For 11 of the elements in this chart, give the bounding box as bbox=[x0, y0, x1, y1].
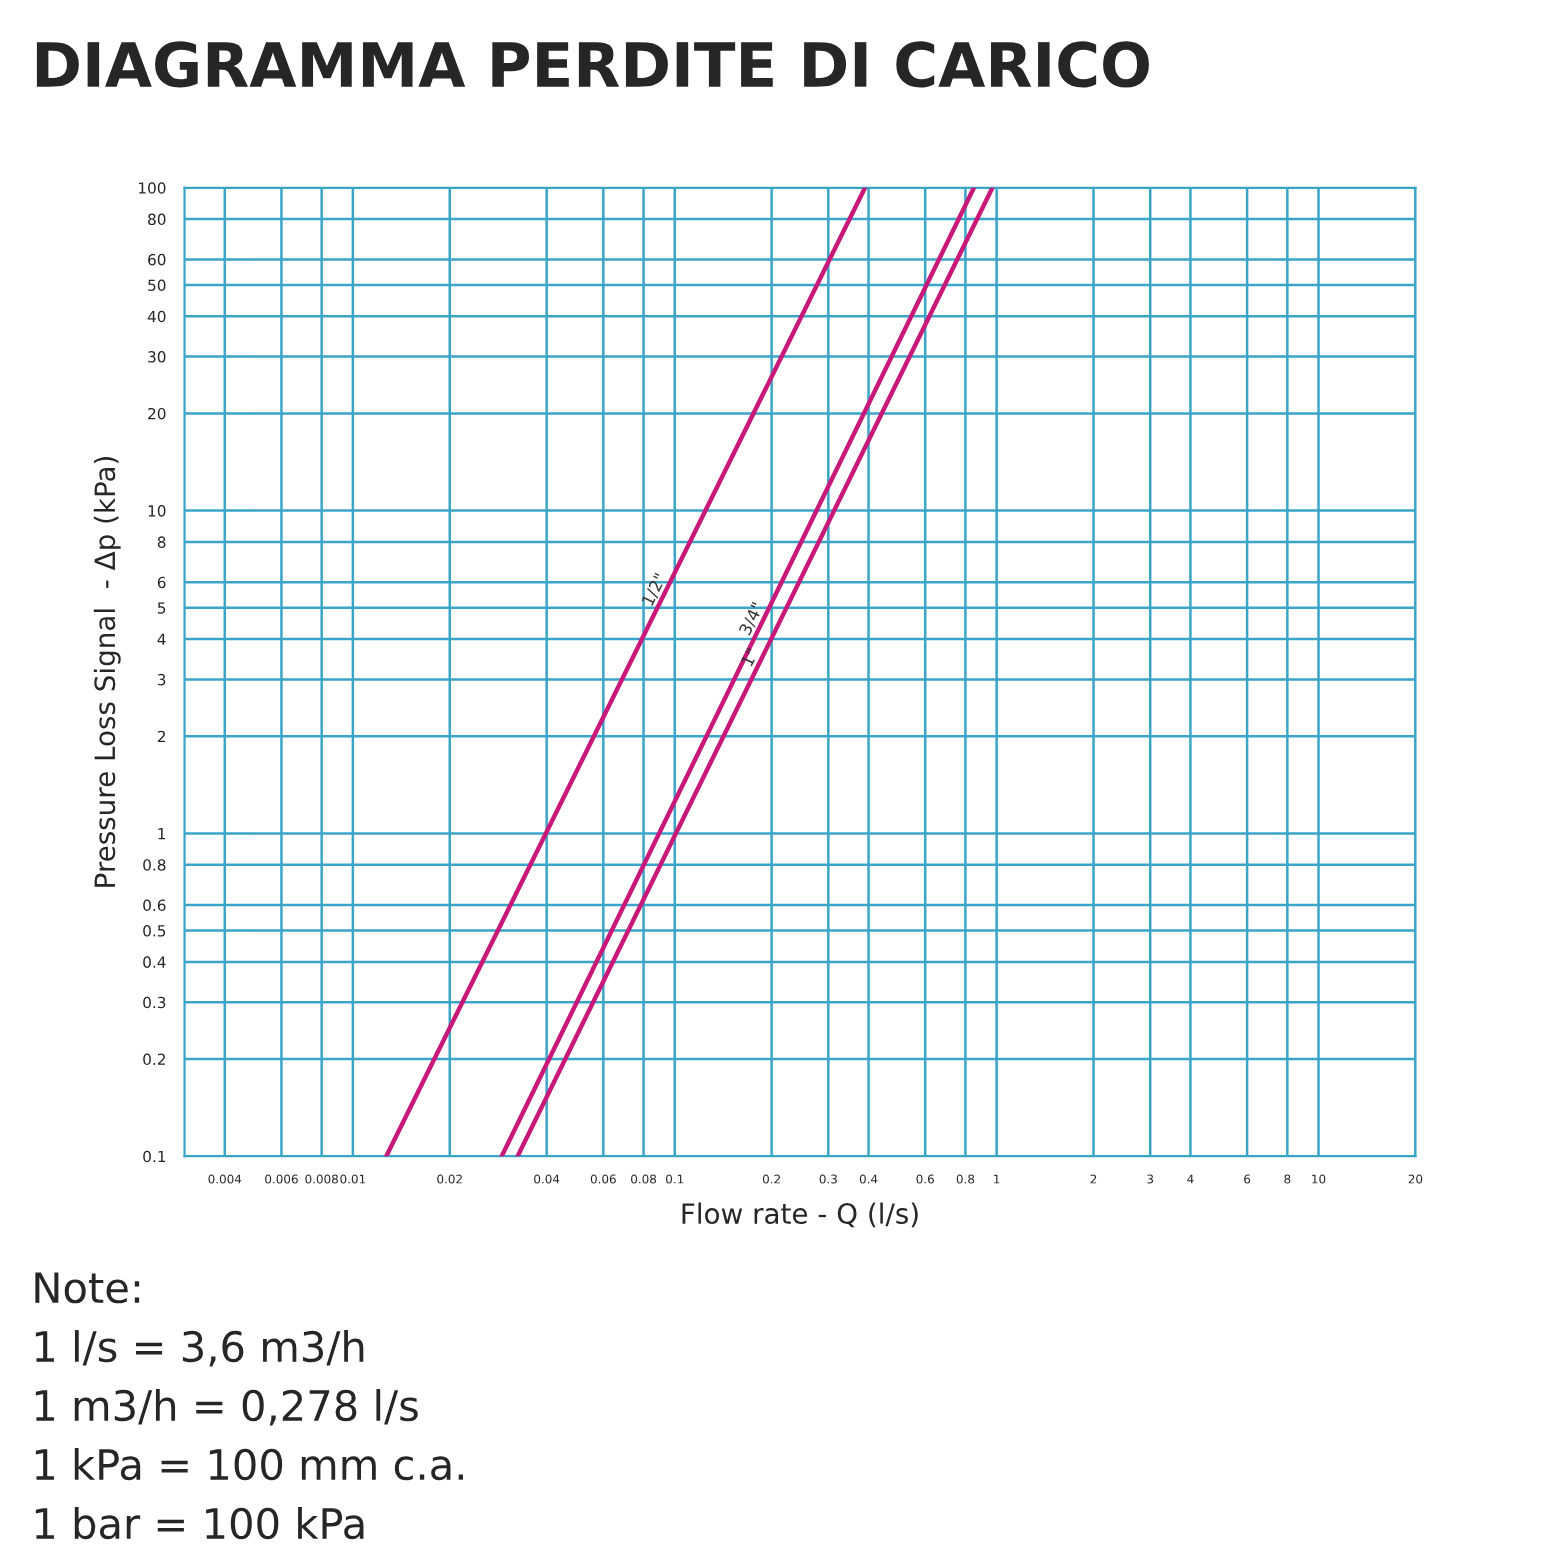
chart-title: DIAGRAMMA PERDITE DI CARICO bbox=[36, 41, 1149, 88]
y-axis-title: Pressure Loss Signal - Δp (kPa) bbox=[93, 457, 121, 887]
text: Note: bbox=[35, 1272, 140, 1304]
text: 1 l/s = 3,6 m3/h bbox=[35, 1330, 364, 1367]
text: 1" bbox=[740, 647, 759, 667]
x-axis-title: Flow rate - Q (l/s) bbox=[682, 1202, 918, 1228]
text: 1 bar = 100 kPa bbox=[35, 1507, 364, 1540]
text: 1 m3/h = 0,278 l/s bbox=[35, 1389, 418, 1426]
text: 1/2" bbox=[641, 572, 668, 607]
text: 1 kPa = 100 mm c.a. bbox=[35, 1448, 463, 1481]
text: 3/4" bbox=[738, 601, 765, 637]
